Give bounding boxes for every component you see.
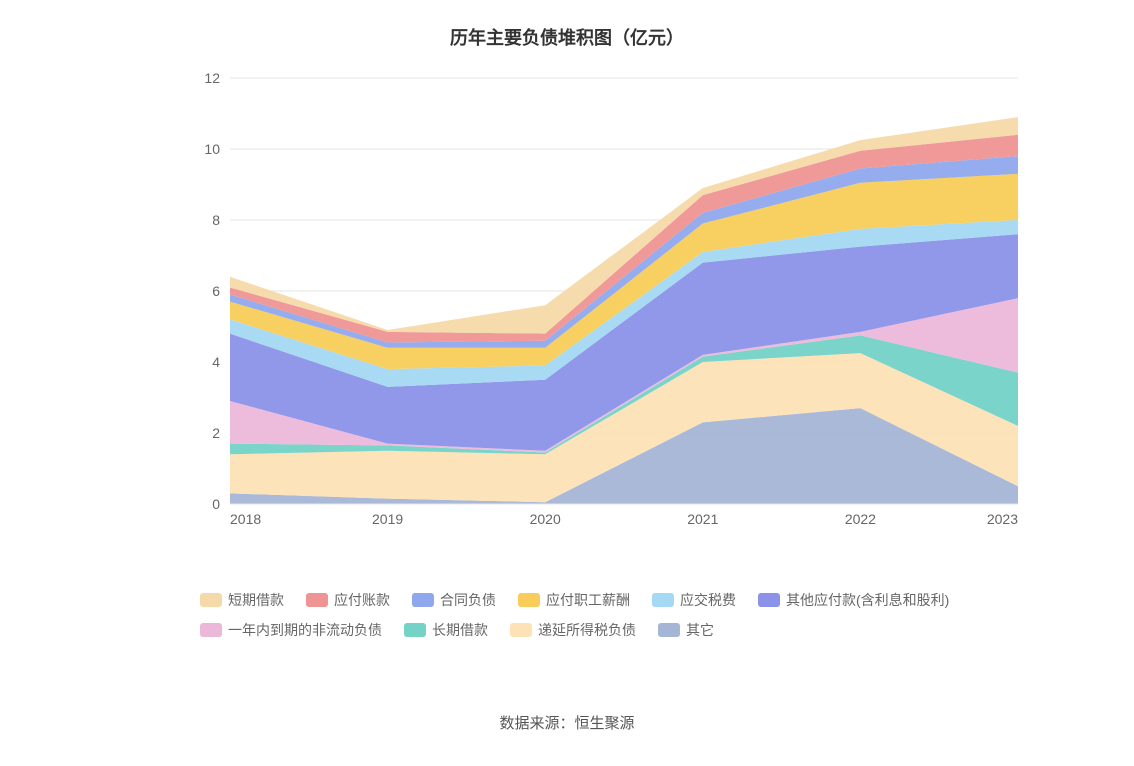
legend-item[interactable]: 其他应付款(含利息和股利) <box>758 590 949 610</box>
svg-text:8: 8 <box>212 212 220 228</box>
legend-swatch <box>200 593 222 607</box>
chart-title: 历年主要负债堆积图（亿元） <box>0 24 1134 50</box>
legend-label: 合同负债 <box>440 590 496 610</box>
svg-text:2: 2 <box>212 425 220 441</box>
chart-legend: 短期借款 应付账款 合同负债 应付职工薪酬 应交税费 其他应付款(含利息和股利) 一年内到期… <box>200 590 1020 640</box>
legend-item[interactable]: 合同负债 <box>412 590 496 610</box>
legend-item[interactable]: 应付账款 <box>306 590 390 610</box>
legend-swatch <box>758 593 780 607</box>
chart-svg: 0 2 4 6 8 10 12 2018 2019 2020 2021 2022 2023 <box>190 68 1030 528</box>
svg-text:12: 12 <box>204 70 220 86</box>
data-source-label: 数据来源：恒生聚源 <box>0 712 1134 733</box>
legend-label: 短期借款 <box>228 590 284 610</box>
legend-label: 应付账款 <box>334 590 390 610</box>
legend-item[interactable]: 应付职工薪酬 <box>518 590 630 610</box>
svg-text:2023: 2023 <box>987 511 1018 527</box>
legend-swatch <box>518 593 540 607</box>
svg-text:0: 0 <box>212 496 220 512</box>
legend-swatch <box>404 623 426 637</box>
svg-text:2021: 2021 <box>687 511 718 527</box>
svg-text:2022: 2022 <box>845 511 876 527</box>
svg-text:4: 4 <box>212 354 220 370</box>
legend-label: 递延所得税负债 <box>538 620 636 640</box>
legend-item[interactable]: 一年内到期的非流动负债 <box>200 620 382 640</box>
svg-text:10: 10 <box>204 141 220 157</box>
svg-text:2020: 2020 <box>530 511 561 527</box>
legend-item[interactable]: 其它 <box>658 620 714 640</box>
legend-label: 长期借款 <box>432 620 488 640</box>
legend-label: 应交税费 <box>680 590 736 610</box>
stacked-area-chart: 0 2 4 6 8 10 12 2018 2019 2020 2021 2022 2023 <box>190 68 1030 528</box>
legend-label: 其它 <box>686 620 714 640</box>
legend-label: 其他应付款(含利息和股利) <box>786 590 949 610</box>
legend-swatch <box>200 623 222 637</box>
legend-swatch <box>652 593 674 607</box>
legend-swatch <box>306 593 328 607</box>
legend-label: 一年内到期的非流动负债 <box>228 620 382 640</box>
legend-item[interactable]: 应交税费 <box>652 590 736 610</box>
legend-item[interactable]: 长期借款 <box>404 620 488 640</box>
legend-item[interactable]: 短期借款 <box>200 590 284 610</box>
legend-label: 应付职工薪酬 <box>546 590 630 610</box>
svg-text:2018: 2018 <box>230 511 261 527</box>
svg-text:2019: 2019 <box>372 511 403 527</box>
legend-item[interactable]: 递延所得税负债 <box>510 620 636 640</box>
svg-text:6: 6 <box>212 283 220 299</box>
legend-swatch <box>658 623 680 637</box>
legend-swatch <box>412 593 434 607</box>
legend-swatch <box>510 623 532 637</box>
